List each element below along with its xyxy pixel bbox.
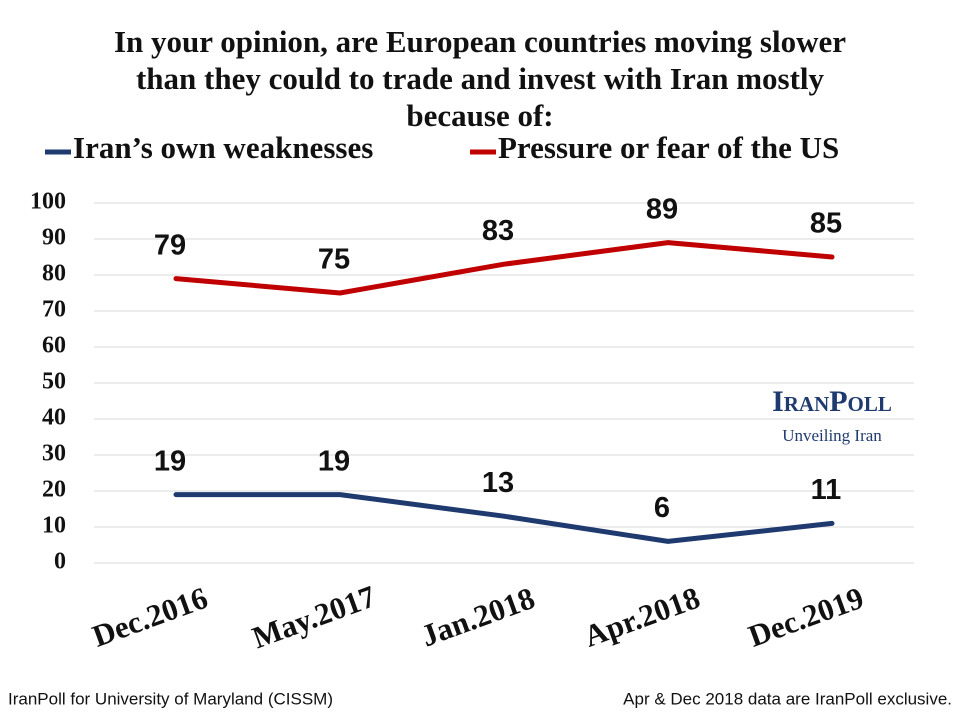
y-tick-label: 30: [42, 441, 66, 467]
legend-label: Iran’s own weaknesses: [73, 130, 373, 165]
y-tick-label: 80: [42, 261, 66, 287]
y-tick-label: 20: [42, 477, 66, 503]
data-label: 79: [154, 229, 186, 261]
data-label: 83: [482, 215, 514, 247]
data-label: 13: [482, 467, 514, 499]
y-tick-label: 100: [30, 189, 66, 215]
y-tick-label: 90: [42, 225, 66, 251]
chart-title: because of:: [406, 98, 553, 133]
series-line: [173, 492, 835, 544]
y-tick-label: 70: [42, 297, 66, 323]
y-tick-label: 40: [42, 405, 66, 431]
y-tick-label: 60: [42, 333, 66, 359]
watermark-tagline: Unveiling Iran: [782, 426, 882, 445]
legend-label: Pressure or fear of the US: [498, 130, 839, 165]
series-line: [173, 240, 835, 296]
y-tick-label: 10: [42, 513, 66, 539]
chart-title: In your opinion, are European countries …: [114, 24, 846, 59]
watermark-brand: IranPoll: [772, 385, 892, 418]
source-note: IranPoll for University of Maryland (CIS…: [8, 689, 333, 708]
data-label: 85: [810, 208, 842, 240]
footnote: Apr & Dec 2018 data are IranPoll exclusi…: [623, 689, 952, 708]
data-label: 11: [811, 474, 842, 506]
y-tick-label: 0: [54, 549, 66, 575]
chart-title: than they could to trade and invest with…: [136, 61, 825, 96]
y-tick-label: 50: [42, 369, 66, 395]
data-label: 89: [646, 193, 678, 225]
data-label: 19: [318, 445, 350, 477]
data-label: 6: [654, 492, 670, 524]
data-label: 19: [154, 445, 186, 477]
data-label: 75: [318, 244, 350, 276]
